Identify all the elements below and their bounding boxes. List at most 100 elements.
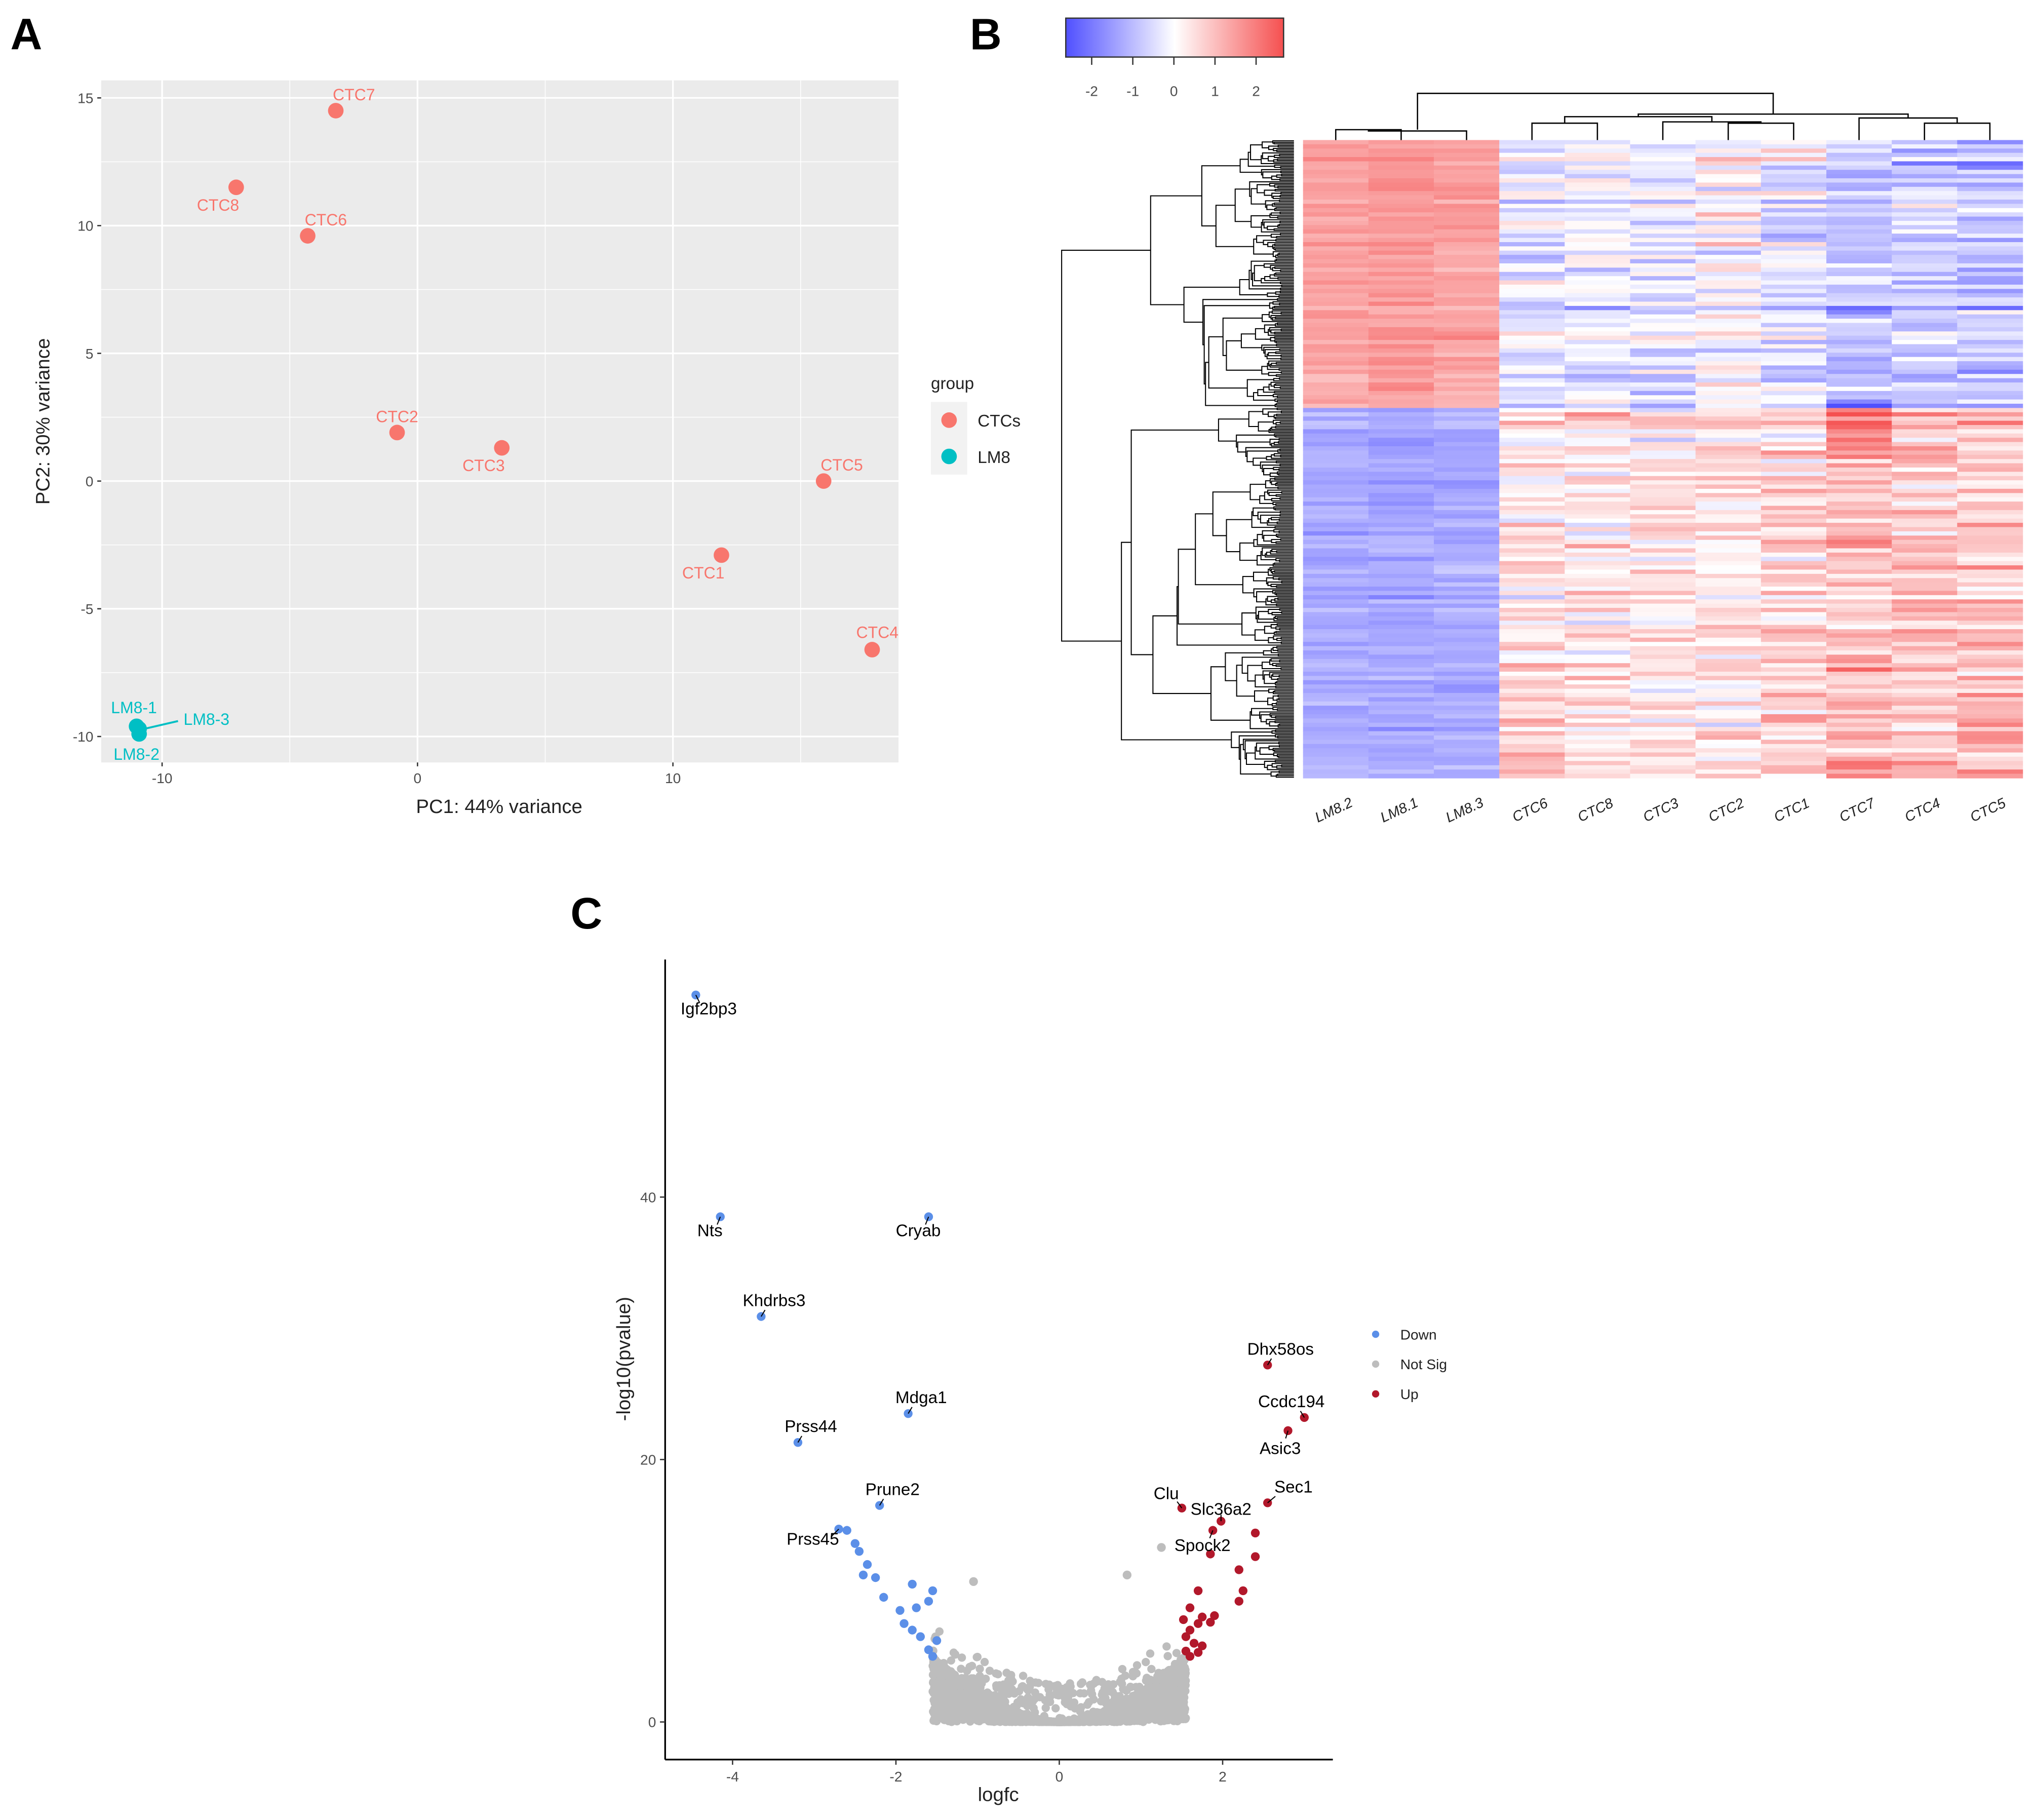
heatmap-cell bbox=[1630, 250, 1696, 255]
heatmap-cell bbox=[1499, 357, 1566, 362]
row-dendrogram-branch bbox=[1262, 152, 1294, 160]
heatmap-cell bbox=[1303, 374, 1369, 379]
heatmap-cell bbox=[1957, 200, 2023, 205]
heatmap-cell bbox=[1368, 331, 1434, 336]
not-sig-point bbox=[1029, 1703, 1038, 1713]
heatmap-cell bbox=[1368, 391, 1434, 396]
heatmap-cell bbox=[1499, 646, 1566, 651]
heatmap-cell bbox=[1434, 391, 1500, 396]
not-sig-point bbox=[1066, 1702, 1075, 1711]
heatmap-cell bbox=[1565, 676, 1631, 681]
heatmap-cell bbox=[1826, 663, 1892, 668]
heatmap-cell bbox=[1826, 587, 1892, 592]
column-label: LM8.1 bbox=[1378, 794, 1420, 825]
heatmap-cell bbox=[1957, 493, 2023, 498]
heatmap-cell bbox=[1695, 246, 1762, 251]
row-dendrogram-branch bbox=[1271, 714, 1294, 718]
heatmap-cell bbox=[1434, 752, 1500, 757]
heatmap-cell bbox=[1434, 255, 1500, 260]
heatmap-cell bbox=[1303, 361, 1369, 366]
column-dendrogram-branch bbox=[1417, 93, 1774, 130]
heatmap-cell bbox=[1695, 561, 1762, 566]
heatmap-cell bbox=[1826, 608, 1892, 613]
heatmap-cell bbox=[1957, 488, 2023, 494]
heatmap-cell bbox=[1565, 587, 1631, 592]
heatmap-cell bbox=[1368, 174, 1434, 179]
heatmap-cell bbox=[1630, 301, 1696, 306]
heatmap-cell bbox=[1892, 182, 1958, 187]
heatmap-cell bbox=[1630, 238, 1696, 243]
heatmap-cell bbox=[1957, 544, 2023, 549]
row-dendrogram-branch bbox=[1276, 403, 1294, 406]
heatmap-cell bbox=[1303, 748, 1369, 753]
heatmap-cell bbox=[1957, 510, 2023, 515]
heatmap-cell bbox=[1957, 267, 2023, 273]
heatmap-cell bbox=[1957, 688, 2023, 693]
row-dendrogram-branch bbox=[1273, 453, 1294, 457]
heatmap-cell bbox=[1761, 488, 1827, 494]
heatmap-cell bbox=[1892, 165, 1958, 171]
heatmap-cell bbox=[1565, 518, 1631, 523]
heatmap-cell bbox=[1499, 659, 1566, 664]
heatmap-cell bbox=[1368, 335, 1434, 340]
row-dendrogram-branch bbox=[1280, 357, 1294, 360]
heatmap-cell bbox=[1695, 616, 1762, 622]
heatmap-cell bbox=[1499, 305, 1566, 311]
heatmap-cell bbox=[1565, 735, 1631, 741]
heatmap-cell bbox=[1761, 654, 1827, 660]
heatmap-cell bbox=[1826, 650, 1892, 655]
heatmap-cell bbox=[1303, 404, 1369, 409]
heatmap-cell bbox=[1434, 195, 1500, 200]
row-dendrogram-branch bbox=[1262, 464, 1280, 473]
heatmap-cell bbox=[1434, 305, 1500, 311]
heatmap-cell bbox=[1892, 514, 1958, 519]
heatmap-cell bbox=[1957, 731, 2023, 736]
heatmap-cell bbox=[1434, 340, 1500, 345]
heatmap-cell bbox=[1565, 578, 1631, 583]
heatmap-cell bbox=[1434, 646, 1500, 651]
heatmap-cell bbox=[1434, 748, 1500, 753]
heatmap-cell bbox=[1892, 608, 1958, 613]
heatmap-cell bbox=[1434, 756, 1500, 762]
heatmap-cell bbox=[1499, 310, 1566, 315]
heatmap-cell bbox=[1957, 340, 2023, 345]
heatmap-cell bbox=[1761, 535, 1827, 540]
heatmap-cell bbox=[1434, 506, 1500, 511]
heatmap-cell bbox=[1826, 701, 1892, 706]
heatmap-cell bbox=[1695, 599, 1762, 604]
heatmap-cell bbox=[1826, 186, 1892, 191]
row-dendrogram-branch bbox=[1257, 184, 1270, 193]
heatmap-cell bbox=[1565, 752, 1631, 757]
color-key-tick-label: 0 bbox=[1170, 83, 1178, 99]
heatmap-cell bbox=[1434, 667, 1500, 672]
heatmap-cell bbox=[1499, 769, 1566, 775]
up-point bbox=[1197, 1641, 1207, 1650]
heatmap-cell bbox=[1957, 284, 2023, 290]
heatmap-cell bbox=[1761, 438, 1827, 443]
heatmap-cell bbox=[1434, 744, 1500, 749]
heatmap-cell bbox=[1761, 718, 1827, 723]
heatmap-cell bbox=[1892, 289, 1958, 294]
heatmap-cell bbox=[1826, 289, 1892, 294]
heatmap-cell bbox=[1892, 625, 1958, 630]
legend-swatch bbox=[1372, 1330, 1380, 1338]
heatmap-cell bbox=[1303, 319, 1369, 324]
heatmap-cell bbox=[1761, 633, 1827, 638]
heatmap-cell bbox=[1368, 748, 1434, 753]
heatmap-cell bbox=[1630, 314, 1696, 319]
row-dendrogram-branch bbox=[1276, 585, 1294, 588]
x-tick-label: -10 bbox=[152, 770, 173, 786]
heatmap-cell bbox=[1957, 225, 2023, 230]
heatmap-cell bbox=[1761, 293, 1827, 298]
heatmap-cell bbox=[1368, 229, 1434, 234]
not-sig-point bbox=[1096, 1717, 1105, 1726]
y-tick-label: 40 bbox=[640, 1189, 656, 1205]
heatmap-cell bbox=[1368, 225, 1434, 230]
heatmap-cell bbox=[1826, 204, 1892, 209]
not-sig-point bbox=[1080, 1689, 1088, 1698]
heatmap-cell bbox=[1826, 573, 1892, 579]
heatmap-cell bbox=[1303, 672, 1369, 677]
heatmap-cell bbox=[1826, 361, 1892, 366]
heatmap-cell bbox=[1695, 688, 1762, 693]
heatmap-cell bbox=[1368, 204, 1434, 209]
